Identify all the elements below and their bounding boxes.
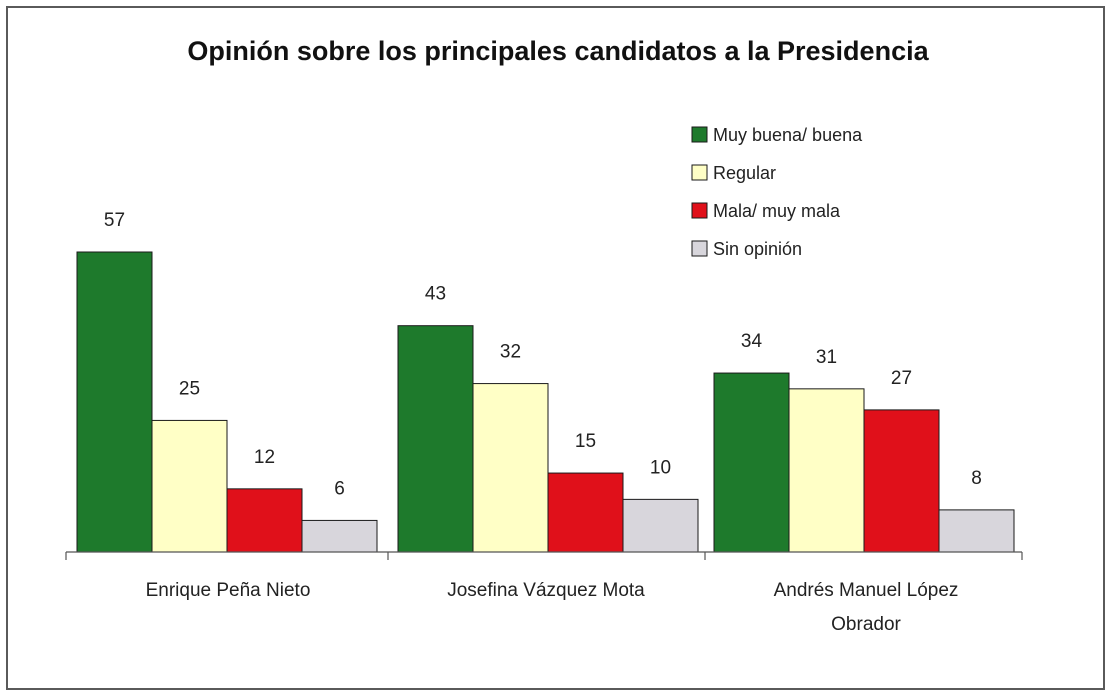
- data-label: 10: [650, 457, 671, 478]
- chart-title: Opinión sobre los principales candidatos…: [187, 36, 929, 66]
- bar-muy-buena-buena-1: [76, 251, 153, 553]
- category-label: Josefina Vázquez Mota: [447, 580, 645, 601]
- category-label: Obrador: [831, 614, 901, 635]
- category-label: Enrique Peña Nieto: [146, 580, 311, 601]
- data-label: 15: [575, 431, 596, 452]
- bar-sin-opini-n-2: [622, 498, 699, 553]
- data-label: 25: [179, 378, 200, 399]
- legend-swatch: [691, 126, 708, 143]
- data-label: 32: [500, 342, 521, 363]
- data-label: 43: [425, 284, 446, 305]
- chart-frame: [6, 6, 1105, 690]
- legend-label: Regular: [713, 163, 776, 183]
- bar-mala-muy-mala-3: [863, 409, 940, 553]
- bar-mala-muy-mala-1: [226, 488, 303, 553]
- legend-swatch: [691, 202, 708, 219]
- legend-label: Mala/ muy mala: [713, 201, 841, 221]
- data-label: 8: [971, 468, 982, 489]
- data-label: 27: [891, 368, 912, 389]
- legend-swatch: [691, 164, 708, 181]
- legend-swatch: [691, 240, 708, 257]
- legend-label: Muy buena/ buena: [713, 125, 863, 145]
- bar-regular-2: [472, 383, 549, 553]
- data-label: 6: [334, 478, 345, 499]
- category-label: Andrés Manuel López: [774, 580, 959, 601]
- bar-sin-opini-n-1: [301, 519, 378, 553]
- data-label: 12: [254, 447, 275, 468]
- bar-muy-buena-buena-3: [713, 372, 790, 553]
- bar-mala-muy-mala-2: [547, 472, 624, 553]
- bar-regular-3: [788, 388, 865, 553]
- bar-regular-1: [151, 419, 228, 553]
- data-label: 57: [104, 210, 125, 231]
- legend-label: Sin opinión: [713, 239, 802, 259]
- bar-sin-opini-n-3: [938, 509, 1015, 553]
- data-labels-group: 57 25 12 6 43 32 15 10 34 31 27 8: [104, 210, 982, 499]
- bars-group: [76, 251, 1015, 553]
- x-axis: Enrique Peña Nieto Josefina Vázquez Mota A…: [65, 551, 1023, 635]
- bar-muy-buena-buena-2: [397, 325, 474, 553]
- data-label: 31: [816, 347, 837, 368]
- data-label: 34: [741, 331, 763, 352]
- legend: Muy buena/ buena Regular Mala/ muy mala Sin…: [691, 125, 863, 259]
